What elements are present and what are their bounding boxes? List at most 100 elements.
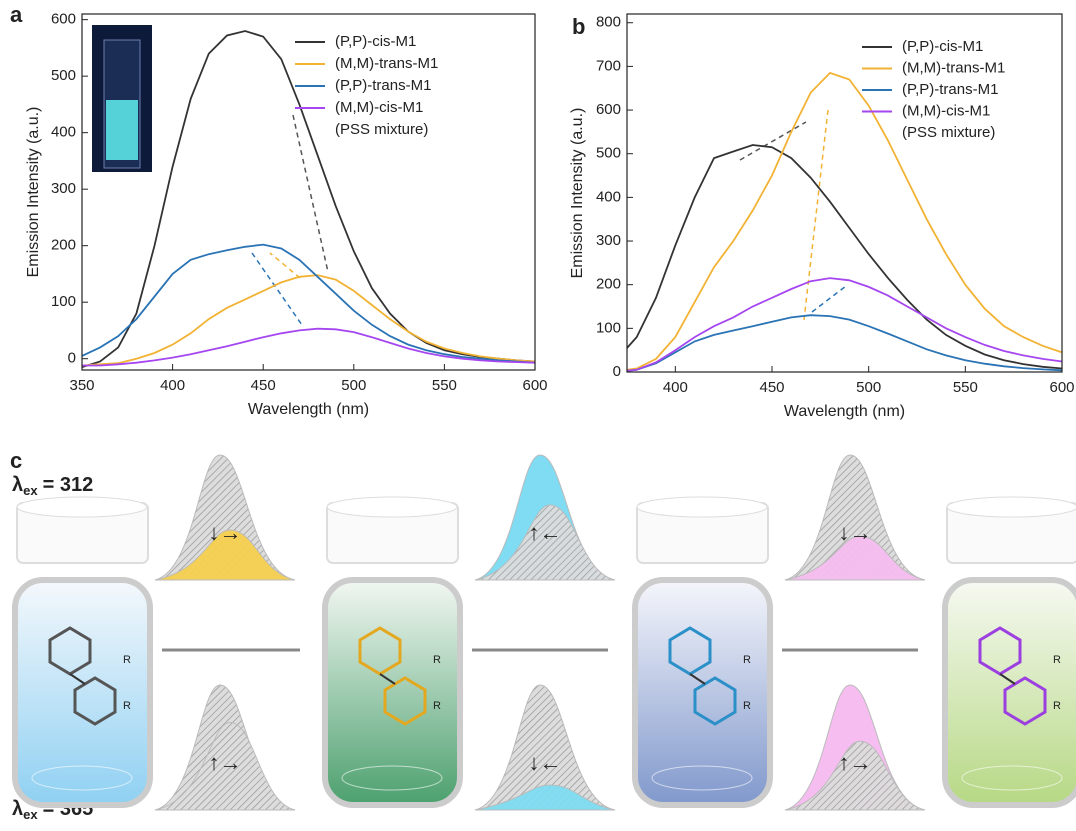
- vial-base-ring: [651, 765, 753, 791]
- vial: [632, 496, 773, 808]
- legend-note: (PSS mixture): [335, 121, 428, 138]
- y-tick-label: 500: [596, 145, 621, 162]
- vial-base-ring: [31, 765, 133, 791]
- molecule-bond: [999, 673, 1016, 685]
- mini-curve: [784, 740, 926, 811]
- y-tick-label: 600: [596, 101, 621, 118]
- molecule-ring: [48, 626, 92, 676]
- vial-cap-top: [326, 496, 458, 518]
- substituent: R: [123, 700, 131, 712]
- molecule-ring: [978, 626, 1022, 676]
- vial-base-ring: [341, 765, 443, 791]
- y-tick-label: 700: [596, 57, 621, 74]
- panel-label: b: [572, 14, 585, 39]
- molecule-ring: [693, 676, 737, 726]
- substituent: R: [1053, 700, 1061, 712]
- vial-base-ring: [961, 765, 1063, 791]
- mini-label: ↑→: [209, 750, 242, 775]
- y-tick-label: 400: [596, 188, 621, 205]
- mini-spectrum: [784, 684, 926, 811]
- vial-cap-top: [946, 496, 1076, 518]
- y-axis-title: Emission Intensity (a.u.): [25, 107, 42, 278]
- vial-cap-top: [636, 496, 768, 518]
- y-axis-title: Emission Intensity (a.u.): [569, 108, 586, 279]
- legend-label: (P,P)-cis-M1: [902, 38, 983, 55]
- series-line: [82, 327, 536, 367]
- y-tick-label: 200: [51, 237, 76, 254]
- mini-spectrum: [474, 454, 616, 581]
- substituent: R: [123, 654, 131, 666]
- x-tick-label: 500: [341, 377, 366, 394]
- mini-curve: [474, 504, 616, 581]
- legend-label: (M,M)-trans-M1: [335, 55, 438, 72]
- series-line: [626, 71, 1063, 371]
- x-tick-label: 400: [160, 377, 185, 394]
- series-line: [626, 144, 1063, 370]
- y-tick-label: 500: [51, 67, 76, 84]
- y-tick-label: 0: [613, 363, 621, 380]
- mini-curve: [474, 784, 616, 811]
- y-tick-label: 400: [51, 124, 76, 141]
- x-tick-label: 550: [432, 377, 457, 394]
- molecule-ring: [383, 676, 427, 726]
- y-tick-label: 100: [51, 293, 76, 310]
- vial-body: [632, 577, 773, 808]
- series-line: [81, 30, 536, 369]
- plot-lines: [626, 71, 1063, 372]
- x-tick-label: 450: [251, 377, 276, 394]
- vial-body: [322, 577, 463, 808]
- vial: [942, 496, 1076, 808]
- annotation-arrows: [251, 109, 847, 326]
- molecule-ring: [668, 626, 712, 676]
- panel-label: a: [10, 2, 23, 27]
- excitation-label: λex = 312: [12, 474, 93, 498]
- mini-label: ↓→: [209, 520, 242, 545]
- x-tick-label: 350: [69, 377, 94, 394]
- legend-label: (P,P)-cis-M1: [335, 33, 416, 50]
- mini-curve: [154, 454, 296, 581]
- molecule-ring: [358, 626, 402, 676]
- mini-spectrum: [154, 454, 296, 581]
- plot-lines: [81, 30, 536, 369]
- vial-cap-top: [16, 496, 148, 518]
- vial: [12, 496, 153, 808]
- vial-body: [12, 577, 153, 808]
- substituent: R: [433, 654, 441, 666]
- y-tick-label: 300: [596, 232, 621, 249]
- y-tick-label: 100: [596, 319, 621, 336]
- subscript: ex: [23, 483, 38, 498]
- mini-curve: [154, 721, 296, 811]
- subscript: ex: [23, 807, 38, 822]
- mini-label: ↓←: [529, 750, 562, 775]
- x-tick-label: 600: [522, 377, 547, 394]
- y-tick-label: 200: [596, 276, 621, 293]
- lambda: λ: [12, 798, 23, 820]
- legend-note: (PSS mixture): [902, 124, 995, 141]
- mini-curve: [784, 535, 926, 581]
- mini-label: ↑→: [839, 750, 872, 775]
- y-tick-label: 800: [596, 14, 621, 31]
- series-line: [626, 277, 1063, 372]
- mini-spectrum: [154, 684, 296, 811]
- mini-curve: [784, 454, 926, 581]
- mini-label: ↓→: [839, 520, 872, 545]
- mini-spectrum: [474, 684, 616, 811]
- series-line: [626, 314, 1063, 372]
- molecule-ring: [73, 676, 117, 726]
- plot-frame: [626, 13, 1063, 373]
- mini-spectrum: [784, 454, 926, 581]
- x-axis-title: Wavelength (nm): [248, 401, 369, 418]
- y-tick-label: 600: [51, 11, 76, 28]
- value: = 312: [43, 474, 94, 496]
- molecule-bond: [689, 673, 706, 685]
- mini-curve: [154, 529, 296, 581]
- x-tick-label: 500: [856, 379, 881, 396]
- substituent: R: [743, 654, 751, 666]
- mini-curve: [474, 684, 616, 811]
- inset-photo: [92, 25, 152, 172]
- plot-frame: [81, 13, 536, 371]
- panel-label: c: [10, 448, 22, 473]
- lambda: λ: [12, 474, 23, 496]
- y-tick-label: 0: [68, 350, 76, 367]
